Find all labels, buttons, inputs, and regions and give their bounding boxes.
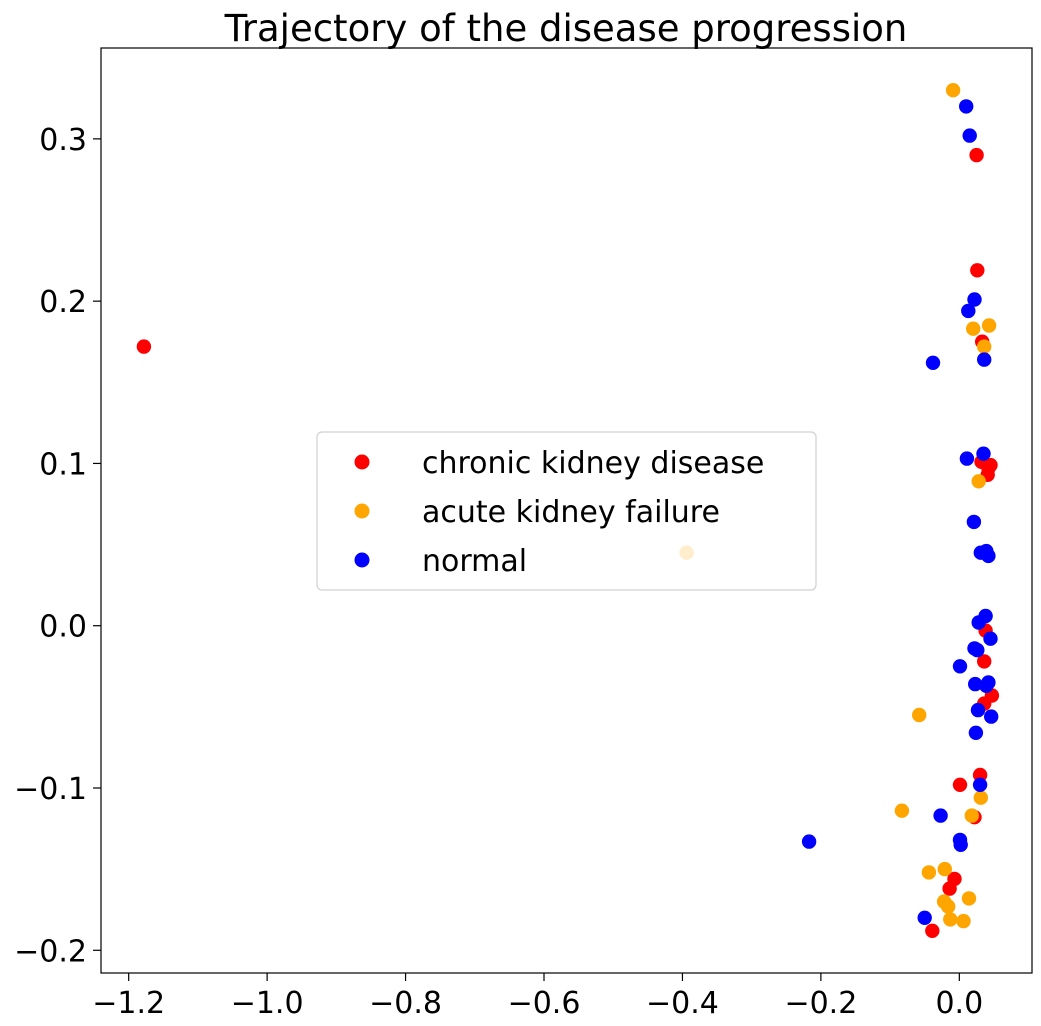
y-tick-label-3: 0.1	[39, 447, 87, 482]
point-series-2-6	[976, 446, 991, 461]
point-series-0-9	[977, 654, 992, 669]
legend-box	[316, 431, 817, 591]
point-series-2-8	[966, 514, 982, 530]
x-tick-label-4: −0.4	[646, 986, 719, 1021]
point-series-2-2	[967, 292, 982, 307]
point-series-2-7	[959, 451, 975, 466]
point-series-0-2	[970, 263, 985, 278]
legend-label-0: chronic kidney disease	[422, 446, 764, 481]
point-series-2-14	[983, 631, 998, 646]
x-tick-label-1: −1.0	[231, 986, 304, 1021]
point-series-1-8	[973, 790, 988, 805]
x-tick-label-0: −1.2	[92, 986, 165, 1021]
y-tick-label-2: 0.0	[39, 610, 87, 645]
point-series-1-9	[964, 808, 979, 823]
legend-label-1: acute kidney failure	[422, 495, 720, 530]
point-series-1-3	[977, 339, 992, 354]
y-tick-label-5: 0.3	[39, 123, 87, 158]
x-tick-label-2: −0.8	[369, 986, 442, 1021]
point-series-2-3	[961, 303, 976, 319]
y-tick-label-4: 0.2	[39, 285, 87, 320]
point-series-1-4	[971, 474, 986, 489]
point-series-2-20	[979, 678, 994, 693]
point-series-1-6	[912, 707, 927, 723]
point-series-2-11	[981, 548, 996, 564]
point-series-1-16	[956, 913, 971, 929]
y-axis: −0.2 −0.1 0.0 0.1 0.2 0.3	[14, 123, 101, 969]
point-series-2-27	[953, 837, 968, 852]
x-tick-label-6: 0.0	[935, 986, 983, 1021]
point-series-2-4	[977, 352, 992, 367]
x-tick-label-5: −0.2	[784, 986, 857, 1021]
point-series-2-13	[971, 615, 986, 630]
point-series-1-0	[945, 83, 961, 98]
point-series-2-29	[917, 910, 932, 925]
legend-label-2: normal	[422, 544, 527, 579]
point-series-2-24	[972, 777, 988, 792]
legend-marker-2	[354, 552, 370, 568]
point-series-2-21	[970, 702, 986, 718]
point-series-0-17	[925, 923, 940, 938]
point-series-1-15	[943, 912, 958, 927]
point-series-2-5	[925, 355, 941, 370]
point-series-1-11	[921, 865, 937, 880]
point-series-2-18	[968, 676, 983, 692]
point-series-1-10	[937, 861, 952, 877]
x-axis: −1.2 −1.0 −0.8 −0.6 −0.4 −0.2 0.0	[92, 973, 983, 1021]
point-series-0-13	[952, 777, 968, 792]
point-series-0-0	[136, 339, 152, 354]
point-series-2-28	[801, 834, 817, 849]
y-tick-label-0: −0.2	[14, 934, 87, 969]
legend-marker-0	[354, 454, 370, 470]
plot-frame	[100, 47, 1033, 974]
point-series-2-17	[952, 659, 968, 674]
chart-title: Trajectory of the disease progression	[224, 7, 908, 50]
point-series-1-7	[894, 803, 910, 818]
point-series-2-0	[959, 99, 974, 114]
point-series-2-22	[984, 709, 999, 724]
x-tick-label-3: −0.6	[508, 986, 581, 1021]
point-series-1-14	[941, 899, 956, 914]
point-series-2-16	[970, 642, 985, 658]
point-series-2-25	[933, 808, 948, 823]
point-series-2-23	[968, 725, 984, 740]
point-series-0-16	[942, 881, 957, 896]
legend-marker-1	[354, 503, 370, 519]
point-series-2-1	[962, 128, 977, 143]
point-series-1-2	[981, 318, 997, 333]
point-series-0-1	[969, 147, 984, 163]
point-series-1-1	[966, 321, 981, 336]
y-tick-label-1: −0.1	[14, 772, 87, 807]
point-series-1-12	[961, 891, 977, 906]
legend: chronic kidney disease acute kidney failu…	[316, 431, 817, 591]
